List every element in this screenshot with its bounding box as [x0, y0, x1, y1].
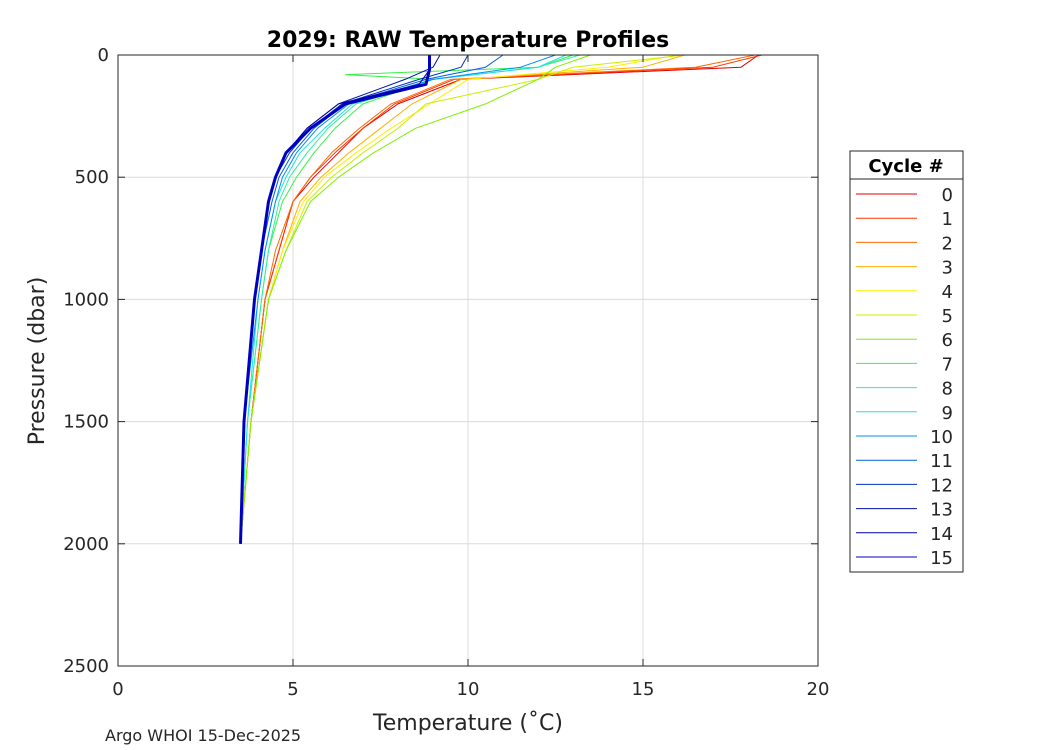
legend-box	[849, 150, 964, 573]
grid-lines	[118, 55, 818, 666]
legend-label: 9	[942, 403, 953, 424]
profile-lines	[239, 54, 763, 544]
legend-label: 10	[930, 427, 953, 448]
y-tick-label: 500	[75, 167, 109, 188]
legend-label: 8	[942, 379, 953, 400]
legend-label: 12	[930, 475, 953, 496]
footer-note: Argo WHOI 15-Dec-2025	[105, 726, 301, 745]
legend-label: 0	[942, 185, 953, 206]
y-tick-label: 1500	[63, 412, 109, 433]
x-axis-label: Temperature (˚C)	[372, 711, 563, 736]
x-axis-ticks: 0 5 10 15 20	[112, 55, 829, 700]
y-axis-label: Pressure (dbar)	[25, 277, 50, 446]
y-tick-label: 0	[98, 45, 109, 66]
legend-label: 14	[930, 524, 953, 545]
legend-label: 15	[930, 548, 953, 569]
legend-label: 3	[942, 258, 953, 279]
y-tick-label: 2500	[63, 656, 109, 677]
profile-line-cycle-6	[240, 54, 591, 544]
x-tick-label: 10	[457, 679, 480, 700]
y-tick-label: 1000	[63, 289, 109, 310]
legend-label: 4	[942, 282, 953, 303]
y-tick-label: 2000	[63, 534, 109, 555]
legend-title: Cycle #	[868, 156, 943, 177]
legend-label: 1	[942, 209, 953, 230]
profile-line-cycle-10	[240, 54, 556, 544]
legend-label: 2	[942, 233, 953, 254]
chart-title: 2029: RAW Temperature Profiles	[267, 28, 669, 53]
x-tick-label: 15	[632, 679, 655, 700]
x-tick-label: 20	[807, 679, 830, 700]
profile-line-cycle-15	[239, 55, 431, 544]
legend-label: 13	[930, 500, 953, 521]
x-tick-label: 5	[287, 679, 298, 700]
legend-label: 11	[930, 451, 953, 472]
legend-label: 6	[942, 330, 953, 351]
legend-label: 5	[942, 306, 953, 327]
x-tick-label: 0	[112, 679, 123, 700]
legend-label: 7	[942, 354, 953, 375]
y-axis-ticks: 0 500 1000 1500 2000 2500	[63, 45, 818, 677]
